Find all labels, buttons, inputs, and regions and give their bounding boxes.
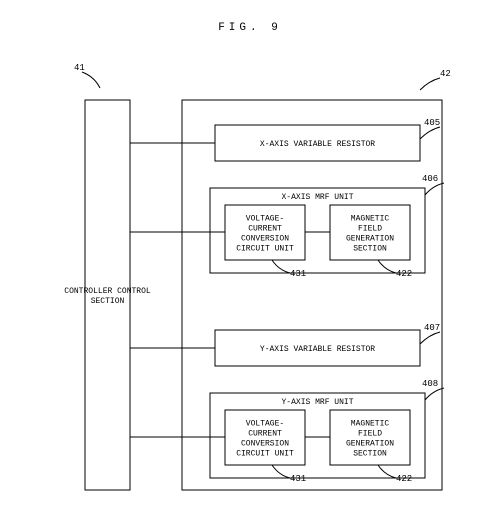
- reference-numeral: 406: [422, 174, 438, 184]
- x-mrf-mfgs-label: MAGNETICFIELDGENERATIONSECTION: [346, 215, 394, 254]
- reference-numeral: 408: [422, 379, 438, 389]
- reference-numeral: 431: [290, 474, 306, 484]
- reference-numeral: 422: [396, 269, 412, 279]
- leader-line: [378, 260, 396, 273]
- x-mrf-title: X-AXIS MRF UNIT: [281, 193, 353, 202]
- reference-numeral: 405: [424, 118, 440, 128]
- leader-line: [420, 332, 440, 344]
- leader-line: [420, 127, 440, 139]
- leader-line: [272, 260, 290, 273]
- y-resistor-label: Y-AXIS VARIABLE RESISTOR: [260, 345, 375, 354]
- reference-numeral: 422: [396, 474, 412, 484]
- reference-numeral: 41: [74, 63, 85, 73]
- controller-label: CONTROLLER CONTROLSECTION: [64, 287, 151, 306]
- figure-title: FIG. 9: [218, 22, 282, 34]
- y-mrf-vccu-label: VOLTAGE-CURRENTCONVERSIONCIRCUIT UNIT: [236, 420, 294, 459]
- leader-line: [272, 465, 290, 478]
- y-mrf-mfgs-label: MAGNETICFIELDGENERATIONSECTION: [346, 420, 394, 459]
- right-group-box: [182, 100, 442, 490]
- leader-line: [82, 72, 100, 88]
- reference-numeral: 431: [290, 269, 306, 279]
- reference-numeral: 42: [440, 69, 451, 79]
- leader-line: [378, 465, 396, 478]
- reference-numeral: 407: [424, 323, 440, 333]
- leader-line: [425, 183, 444, 195]
- y-mrf-title: Y-AXIS MRF UNIT: [281, 398, 353, 407]
- x-resistor-label: X-AXIS VARIABLE RESISTOR: [260, 140, 375, 149]
- diagram-canvas: FIG. 9 CONTROLLER CONTROLSECTION X-AXIS …: [0, 0, 500, 516]
- leader-line: [425, 388, 444, 400]
- leader-line: [420, 78, 440, 90]
- x-mrf-vccu-label: VOLTAGE-CURRENTCONVERSIONCIRCUIT UNIT: [236, 215, 294, 254]
